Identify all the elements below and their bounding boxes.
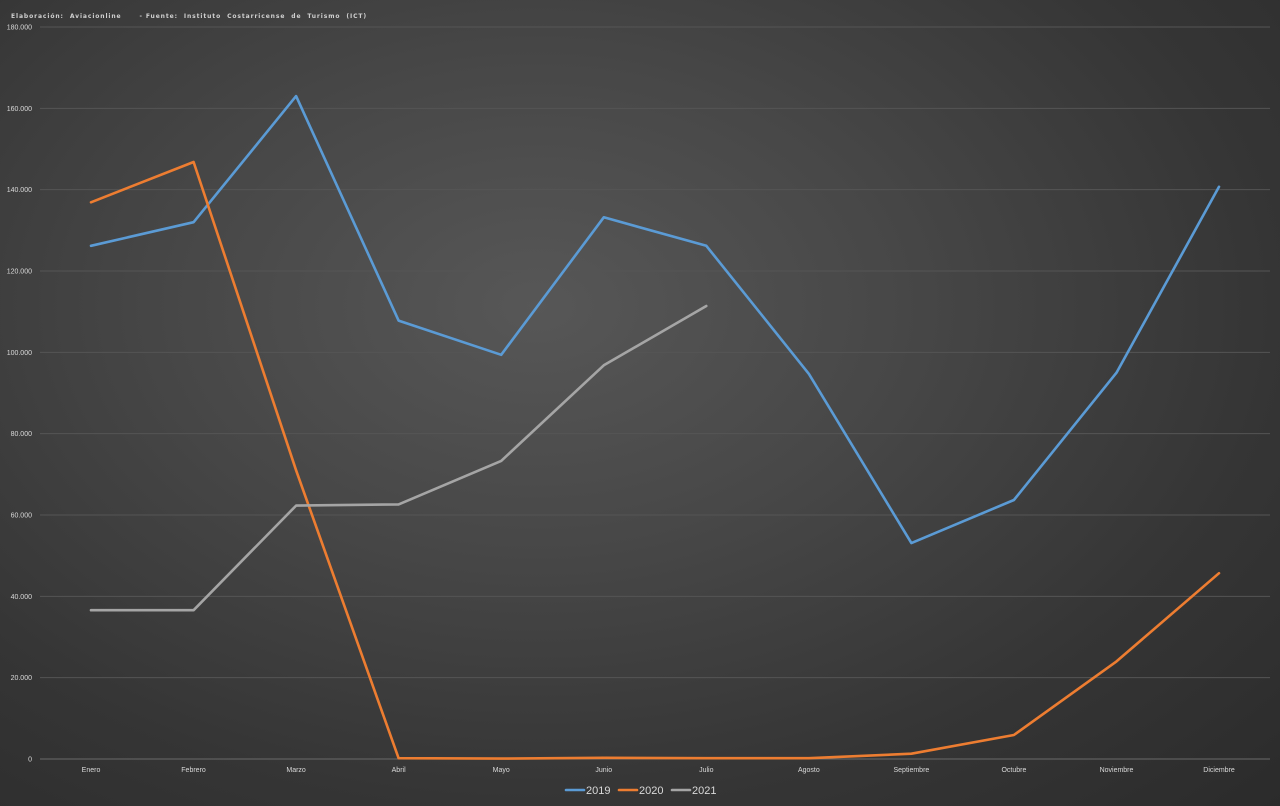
legend-item-2019[interactable]: 2019	[564, 785, 610, 797]
x-tick-label: Diciembre	[1203, 767, 1235, 774]
y-tick-label: 140.000	[7, 187, 32, 194]
y-tick-label: 100.000	[7, 350, 32, 357]
x-tick-label: Agosto	[798, 767, 820, 774]
y-tick-label: 180.000	[7, 25, 32, 32]
legend-item-2020[interactable]: 2020	[617, 785, 663, 797]
x-tick-label: Junio	[595, 767, 612, 774]
legend[interactable]: 2019 2020 2021	[564, 785, 716, 797]
gridlines	[40, 26, 1270, 760]
legend-label: 2021	[692, 785, 716, 797]
y-tick-label: 0	[28, 757, 32, 764]
x-axis-ticks: Enero Febrero Marzo Abril Mayo Junio Julio Agos…	[82, 767, 1235, 774]
series-line-2021	[89, 304, 708, 612]
x-tick-label: Marzo	[286, 767, 306, 774]
x-tick-label: Abril	[392, 767, 406, 774]
x-tick-label: Julio	[699, 767, 714, 774]
x-tick-label: Enero	[82, 767, 101, 774]
legend-label: 2019	[586, 785, 610, 797]
y-tick-label: 60.000	[11, 513, 33, 520]
y-tick-label: 120.000	[7, 269, 32, 276]
x-tick-label: Octubre	[1001, 767, 1026, 774]
series-lines	[89, 94, 1221, 760]
y-axis-ticks: 0 20.000 40.000 60.000 80.000 100.000 120.000 1…	[7, 25, 32, 764]
x-tick-label: Septiembre	[894, 767, 930, 774]
series-line-2019	[89, 94, 1221, 545]
x-tick-label: Noviembre	[1100, 767, 1134, 774]
y-tick-label: 160.000	[7, 106, 32, 113]
x-tick-label: Febrero	[181, 767, 206, 774]
source-credit: Elaboración: Aviacionline - Fuente: Inst…	[11, 13, 368, 20]
x-tick-label: Mayo	[493, 767, 510, 774]
y-tick-label: 20.000	[11, 675, 33, 682]
legend-item-2021[interactable]: 2021	[670, 785, 716, 797]
series-line-2020	[89, 160, 1221, 760]
y-tick-label: 40.000	[11, 594, 33, 601]
legend-label: 2020	[639, 785, 663, 797]
y-tick-label: 80.000	[11, 431, 33, 438]
